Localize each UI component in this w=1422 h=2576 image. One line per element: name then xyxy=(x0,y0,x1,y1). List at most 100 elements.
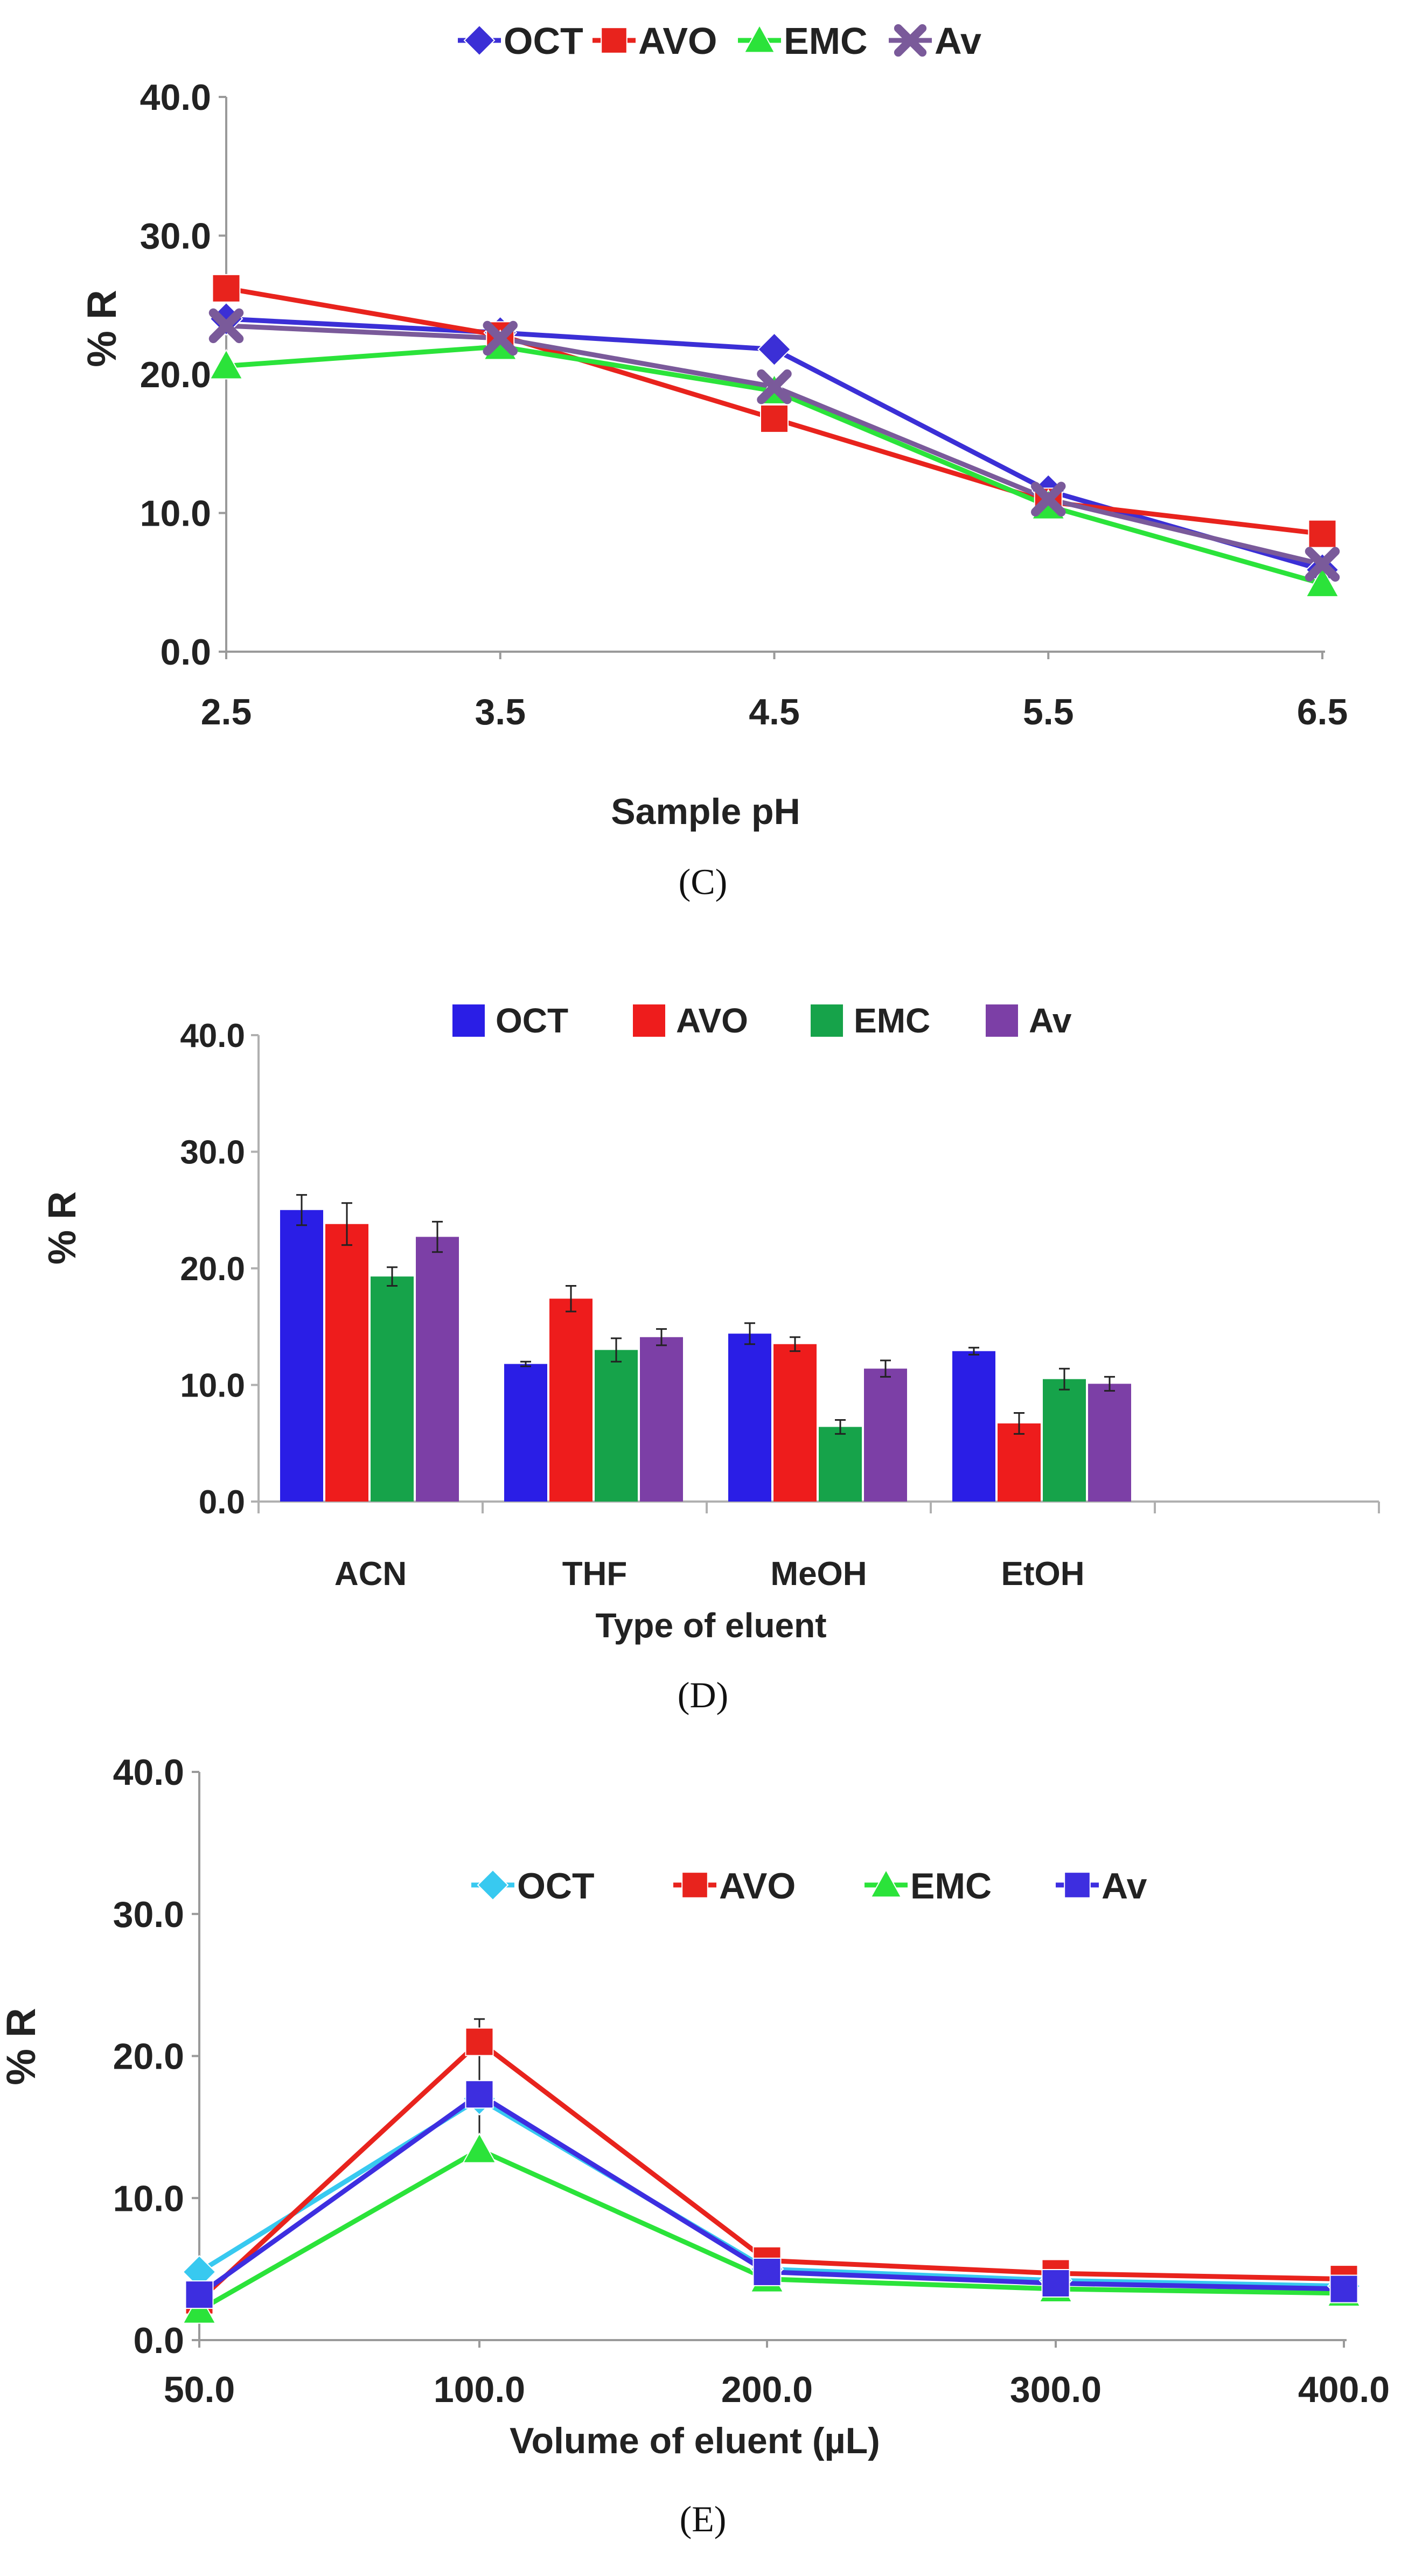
error-bar xyxy=(744,1322,755,1345)
legend-label-avo: AVO xyxy=(676,1001,748,1040)
x-tick-label: 5.5 xyxy=(1023,692,1074,732)
x-axis-title: Sample pH xyxy=(611,791,800,832)
legend-marker-oct xyxy=(463,24,496,57)
x-tick-label: MeOH xyxy=(770,1555,867,1593)
bar-emc xyxy=(371,1276,414,1502)
error-bar xyxy=(1014,1412,1024,1435)
y-tick-label: 30.0 xyxy=(180,1134,245,1171)
legend-swatch-av xyxy=(986,1004,1018,1037)
y-tick-label: 20.0 xyxy=(113,2036,184,2077)
data-point-av xyxy=(465,2080,494,2109)
error-bar xyxy=(432,1220,443,1253)
data-point-av xyxy=(1305,547,1340,582)
bar-oct xyxy=(952,1351,995,1502)
error-bar xyxy=(341,1202,352,1246)
x-tick-label: 4.5 xyxy=(749,692,800,732)
data-point-avo xyxy=(760,404,789,433)
bar-av xyxy=(864,1369,907,1502)
data-point-av xyxy=(1031,481,1066,516)
y-tick-label: 0.0 xyxy=(160,632,211,673)
x-axis-title: Type of eluent xyxy=(595,1606,826,1645)
chart-panel-d: 0.0 10.0 20.0 30.0 40.0 ACN THF MeOH EtOH Type of… xyxy=(41,1001,1380,1715)
data-point-av xyxy=(757,369,792,404)
x-tick-label: EtOH xyxy=(1001,1555,1085,1593)
y-tick-label: 0.0 xyxy=(133,2320,184,2361)
data-point-avo xyxy=(212,274,241,303)
legend-label-oct: OCT xyxy=(504,20,583,62)
error-bar xyxy=(611,1337,622,1363)
error-bar xyxy=(790,1336,800,1352)
data-point-av xyxy=(483,320,518,356)
x-axis-title: Volume of eluent (µL) xyxy=(510,2420,880,2461)
legend-label-av: Av xyxy=(1102,1866,1147,1907)
error-bar xyxy=(656,1328,667,1346)
legend-label-oct: OCT xyxy=(517,1866,595,1907)
y-tick-label: 10.0 xyxy=(140,493,211,534)
y-tick-label: 20.0 xyxy=(140,354,211,395)
y-axis-title: % R xyxy=(79,290,125,367)
data-point-av xyxy=(1041,2269,1070,2298)
data-point-av xyxy=(752,2257,782,2286)
legend-swatch-avo xyxy=(633,1004,665,1037)
panel-caption: (C) xyxy=(679,861,728,902)
y-tick-label: 30.0 xyxy=(140,216,211,257)
error-bar xyxy=(1059,1367,1070,1391)
legend-label-emc: EMC xyxy=(854,1001,930,1040)
legend-swatch-oct xyxy=(452,1004,485,1037)
data-point-avo xyxy=(465,2027,494,2056)
y-axis-title: % R xyxy=(41,1191,84,1265)
data-point-emc xyxy=(209,348,243,380)
legend-label-oct: OCT xyxy=(496,1001,568,1040)
bar-oct xyxy=(728,1334,771,1502)
legend-marker-emc xyxy=(870,1868,902,1898)
data-point-av xyxy=(1329,2274,1358,2303)
error-bar xyxy=(835,1419,846,1435)
panel-caption: (D) xyxy=(678,1674,728,1715)
y-tick-label: 40.0 xyxy=(140,77,211,118)
legend-marker-oct xyxy=(477,1869,509,1901)
data-point-av xyxy=(185,2280,214,2309)
error-bar xyxy=(387,1266,398,1287)
data-point-av xyxy=(208,308,244,344)
legend-label-avo: AVO xyxy=(719,1866,796,1907)
bar-emc xyxy=(595,1350,638,1502)
bar-av xyxy=(1088,1384,1131,1502)
x-tick-label: 6.5 xyxy=(1297,692,1348,732)
y-tick-label: 20.0 xyxy=(180,1251,245,1288)
data-point-oct xyxy=(757,332,791,367)
y-tick-label: 40.0 xyxy=(113,1752,184,1793)
error-bar xyxy=(1104,1376,1115,1392)
error-bar xyxy=(968,1346,979,1356)
bar-emc xyxy=(819,1427,862,1502)
legend-label-av: Av xyxy=(1029,1001,1072,1040)
x-tick-label: 2.5 xyxy=(201,692,252,732)
y-tick-label: 0.0 xyxy=(199,1484,245,1521)
bar-oct xyxy=(504,1364,547,1502)
data-point-avo xyxy=(1308,519,1337,548)
bar-av xyxy=(416,1237,459,1502)
y-tick-label: 40.0 xyxy=(180,1017,245,1055)
x-tick-label: ACN xyxy=(334,1555,407,1593)
x-tick-label: 3.5 xyxy=(475,692,526,732)
data-point-emc xyxy=(462,2132,497,2163)
legend-marker-avo xyxy=(681,1872,708,1898)
legend-label-avo: AVO xyxy=(638,20,717,62)
y-tick-label: 10.0 xyxy=(180,1367,245,1405)
y-axis-title: % R xyxy=(0,2008,44,2085)
legend-label-av: Av xyxy=(935,20,981,62)
error-bar xyxy=(566,1284,576,1313)
legend-label-emc: EMC xyxy=(784,20,868,62)
x-tick-label: 300.0 xyxy=(1010,2369,1102,2410)
y-tick-label: 30.0 xyxy=(113,1894,184,1935)
data-point-emc xyxy=(1305,566,1340,597)
x-tick-label: 400.0 xyxy=(1298,2369,1390,2410)
legend-marker-avo xyxy=(601,27,628,54)
x-tick-label: 50.0 xyxy=(164,2369,235,2410)
y-tick-label: 10.0 xyxy=(113,2178,184,2219)
x-tick-label: 100.0 xyxy=(434,2369,525,2410)
bar-avo xyxy=(998,1423,1041,1502)
x-tick-label: 200.0 xyxy=(721,2369,813,2410)
bar-avo xyxy=(773,1344,817,1502)
bar-avo xyxy=(325,1224,368,1502)
error-bar xyxy=(296,1194,307,1226)
